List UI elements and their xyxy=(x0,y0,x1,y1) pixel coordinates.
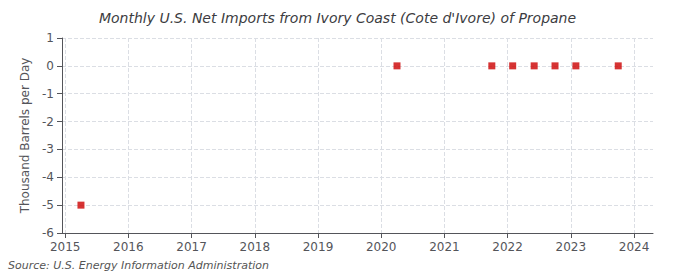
svg-text:1: 1 xyxy=(46,31,54,45)
svg-text:-1: -1 xyxy=(42,87,54,101)
svg-text:-6: -6 xyxy=(42,226,54,240)
svg-text:2023: 2023 xyxy=(556,240,587,254)
svg-text:2024: 2024 xyxy=(619,240,650,254)
svg-text:2019: 2019 xyxy=(303,240,334,254)
svg-text:2016: 2016 xyxy=(113,240,144,254)
svg-text:2015: 2015 xyxy=(50,240,81,254)
svg-text:-4: -4 xyxy=(42,170,54,184)
svg-text:2022: 2022 xyxy=(492,240,523,254)
svg-text:Source: U.S. Energy Informatio: Source: U.S. Energy Information Administ… xyxy=(8,259,269,272)
svg-text:-5: -5 xyxy=(42,198,54,212)
svg-text:2020: 2020 xyxy=(366,240,397,254)
svg-text:Thousand Barrels per Day: Thousand Barrels per Day xyxy=(18,58,32,215)
svg-text:2018: 2018 xyxy=(240,240,271,254)
svg-text:0: 0 xyxy=(46,59,54,73)
svg-text:2017: 2017 xyxy=(176,240,207,254)
svg-text:-2: -2 xyxy=(42,115,54,129)
svg-text:-3: -3 xyxy=(42,142,54,156)
svg-text:Monthly U.S. Net Imports from: Monthly U.S. Net Imports from Ivory Coas… xyxy=(99,10,576,26)
svg-text:2021: 2021 xyxy=(429,240,460,254)
